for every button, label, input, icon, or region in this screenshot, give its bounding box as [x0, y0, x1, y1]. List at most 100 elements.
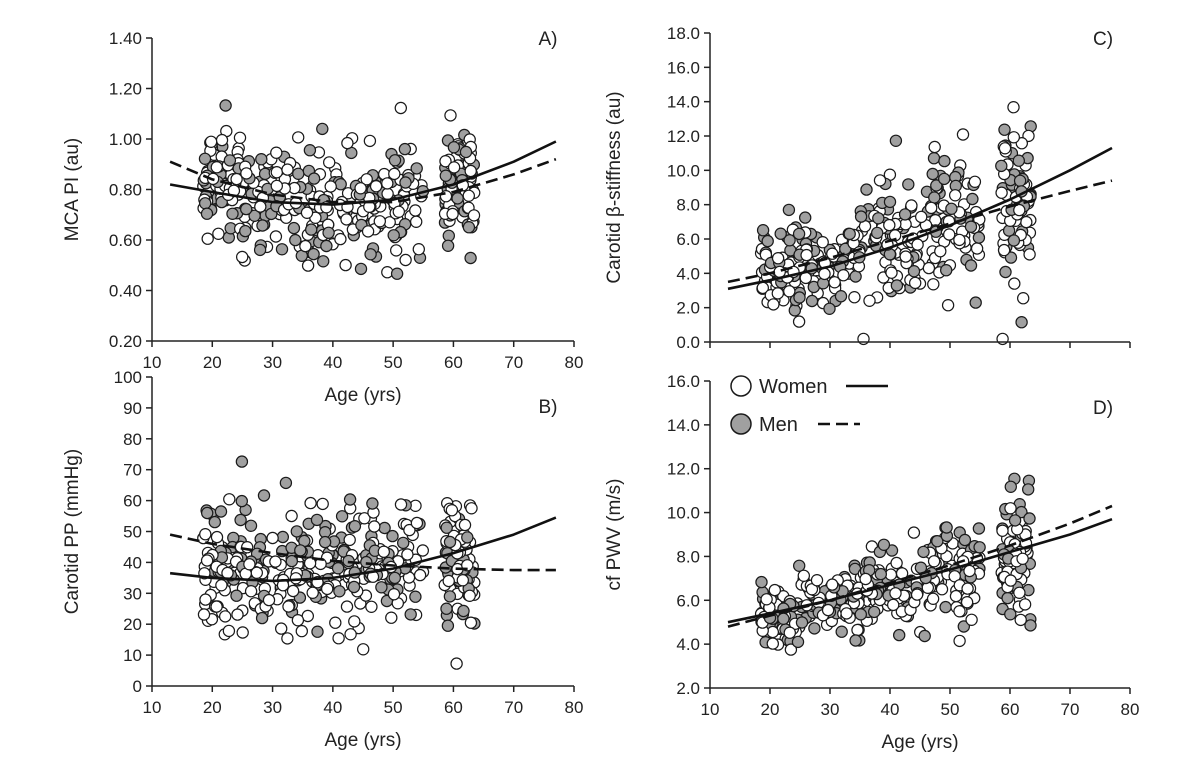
x-axis-title: Age (yrs) [881, 732, 958, 753]
data-point [459, 145, 473, 159]
data-point [354, 182, 367, 195]
data-point [294, 544, 307, 557]
y-tick-label: 40 [123, 553, 142, 572]
data-point [387, 588, 401, 601]
data-point [883, 218, 896, 232]
data-point [270, 165, 283, 179]
y-tick-label: 20 [123, 615, 142, 634]
data-point [269, 555, 282, 568]
data-point [851, 623, 864, 637]
fit-line-men [727, 504, 1113, 628]
data-point [887, 598, 900, 612]
data-point [843, 227, 856, 241]
data-point [390, 267, 404, 280]
y-tick-label: 50 [123, 523, 142, 542]
data-point [1024, 619, 1037, 632]
panel-label: A) [539, 29, 558, 50]
y-tick-label: 18.0 [667, 24, 700, 43]
data-point [210, 530, 224, 544]
data-point [334, 177, 347, 191]
y-tick-label: 90 [123, 399, 142, 418]
data-point [318, 535, 332, 549]
data-point [999, 265, 1012, 279]
data-point [997, 243, 1011, 257]
data-point [200, 554, 214, 567]
data-point [226, 207, 239, 220]
x-tick-label: 10 [701, 700, 720, 719]
data-point [797, 569, 811, 583]
data-point [231, 608, 244, 621]
y-tick-label: 0.40 [109, 282, 142, 301]
data-point [442, 574, 455, 588]
data-point [840, 607, 853, 620]
data-point [966, 192, 979, 206]
data-point [799, 211, 812, 224]
data-point [911, 238, 924, 251]
data-point [388, 571, 401, 585]
data-point [872, 212, 885, 225]
data-point [398, 142, 412, 156]
data-point [343, 493, 357, 506]
panel-d: 2.0 4.0 6.0 8.0 10.0 12.0 14.0 16.0 10 20 30 40 50 60… [604, 372, 1139, 753]
data-point [210, 160, 223, 174]
data-point [230, 589, 243, 602]
y-tick-label: 10 [123, 646, 142, 665]
y-tick-label: 6.0 [676, 591, 700, 610]
panel-label: C) [1093, 29, 1113, 50]
data-point [910, 588, 924, 601]
data-point [1004, 574, 1017, 587]
data-point [927, 555, 941, 568]
x-tick-label: 20 [761, 700, 780, 719]
data-point [893, 628, 906, 642]
data-point [995, 186, 1008, 199]
data-point [464, 251, 477, 265]
data-point [949, 589, 963, 603]
data-point [826, 247, 839, 260]
data-point [783, 626, 797, 639]
data-point [940, 264, 953, 277]
data-point [931, 535, 944, 548]
data-point [890, 279, 904, 292]
y-tick-label: 12.0 [667, 127, 700, 146]
data-point [965, 613, 978, 627]
data-point [331, 562, 345, 575]
data-point [289, 233, 302, 247]
data-point [287, 221, 301, 235]
data-point [854, 210, 868, 223]
x-tick-label: 60 [444, 353, 463, 372]
data-point [890, 556, 903, 570]
data-point [240, 167, 253, 180]
data-point [399, 176, 412, 189]
y-axis-title: MCA PI (au) [62, 138, 83, 241]
data-point [409, 204, 422, 217]
data-point [462, 220, 476, 234]
y-tick-label: 10.0 [667, 161, 700, 180]
fit-line-women [727, 517, 1113, 624]
data-point [223, 493, 236, 506]
data-point [333, 585, 346, 598]
y-tick-label: 0.60 [109, 231, 142, 250]
data-point [198, 197, 212, 210]
data-point [321, 582, 334, 596]
data-point [835, 625, 848, 638]
y-tick-label: 16.0 [667, 58, 700, 77]
data-point [1013, 203, 1026, 217]
data-point [465, 502, 478, 515]
data-point [972, 231, 986, 244]
data-point [269, 230, 283, 243]
data-point [210, 600, 223, 613]
data-point [343, 533, 356, 547]
data-point [358, 512, 371, 525]
data-point [917, 545, 930, 559]
data-point [341, 136, 354, 150]
data-point [889, 134, 903, 147]
x-tick-label: 40 [881, 700, 900, 719]
data-point [204, 135, 218, 148]
data-point [275, 622, 288, 635]
data-point [410, 215, 423, 228]
data-point [440, 521, 453, 534]
data-point [907, 526, 921, 539]
data-point [877, 538, 891, 552]
data-point [1012, 154, 1026, 167]
